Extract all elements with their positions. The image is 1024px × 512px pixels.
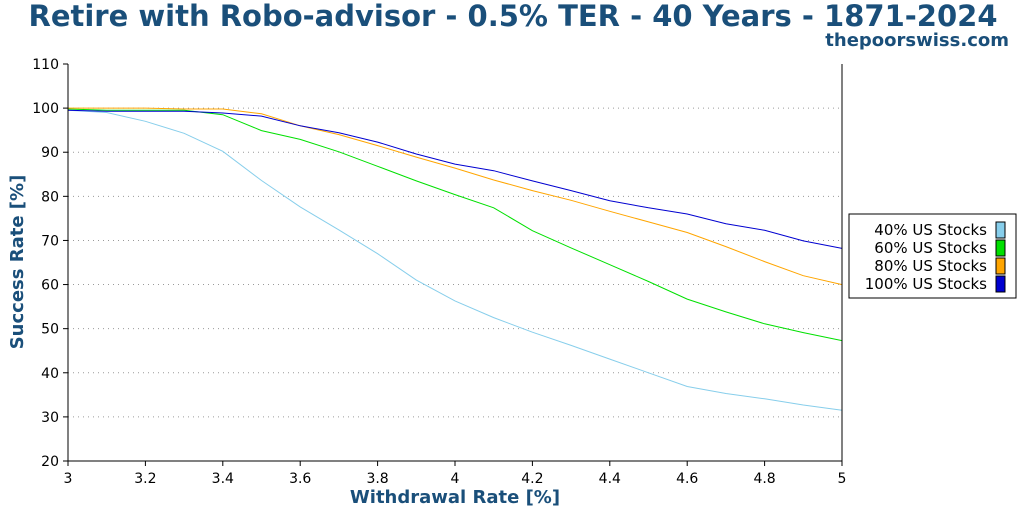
grid-lines [68, 107, 842, 418]
y-tick-label: 110 [32, 57, 59, 73]
chart-title: Retire with Robo-advisor - 0.5% TER - 40… [28, 0, 997, 33]
y-tick-label: 60 [41, 278, 59, 294]
legend-swatch [995, 257, 1006, 275]
x-tick-label: 3.2 [134, 471, 156, 487]
x-tick-label: 3 [64, 471, 73, 487]
axes [63, 63, 843, 466]
legend-label: 40% US Stocks [874, 221, 987, 239]
x-tick-label: 5 [838, 471, 847, 487]
y-tick-label: 30 [41, 410, 59, 426]
x-tick-label: 4.2 [521, 471, 543, 487]
series-line-3 [68, 107, 843, 286]
legend-label: 60% US Stocks [874, 239, 987, 257]
series-line-1 [67, 109, 843, 411]
y-axis-title: Success Rate [%] [7, 175, 28, 350]
series-line-2 [67, 108, 843, 342]
y-tick-label: 80 [41, 189, 59, 205]
y-tick-label: 20 [41, 454, 59, 470]
x-tick-label: 3.4 [212, 471, 234, 487]
legend-swatch [995, 275, 1006, 293]
series-lines [67, 107, 843, 411]
y-tick-label: 50 [41, 322, 59, 338]
x-tick-label: 4.4 [599, 471, 621, 487]
x-tick-label: 4.8 [753, 471, 775, 487]
legend-label: 100% US Stocks [865, 275, 987, 293]
x-axis-title: Withdrawal Rate [%] [350, 487, 560, 508]
legend-swatch [995, 221, 1006, 239]
legend-swatch [995, 239, 1006, 257]
x-tick-label: 4.6 [676, 471, 698, 487]
series-line-4 [67, 109, 843, 249]
y-tick-label: 40 [41, 366, 59, 382]
legend-box [848, 213, 1017, 299]
tick-labels: 20 30 40 50 60 70 80 90 100 110 3 3.2 3.4 3.6 3.8 4 4.2 4… [32, 57, 846, 487]
x-tick-label: 3.8 [366, 471, 388, 487]
y-tick-label: 90 [41, 145, 59, 161]
y-tick-label: 100 [32, 101, 59, 117]
x-tick-label: 3.6 [289, 471, 311, 487]
source-label: thepoorswiss.com [825, 30, 1009, 51]
legend-label: 80% US Stocks [874, 257, 987, 275]
y-tick-label: 70 [41, 233, 59, 249]
x-tick-label: 4 [451, 471, 460, 487]
